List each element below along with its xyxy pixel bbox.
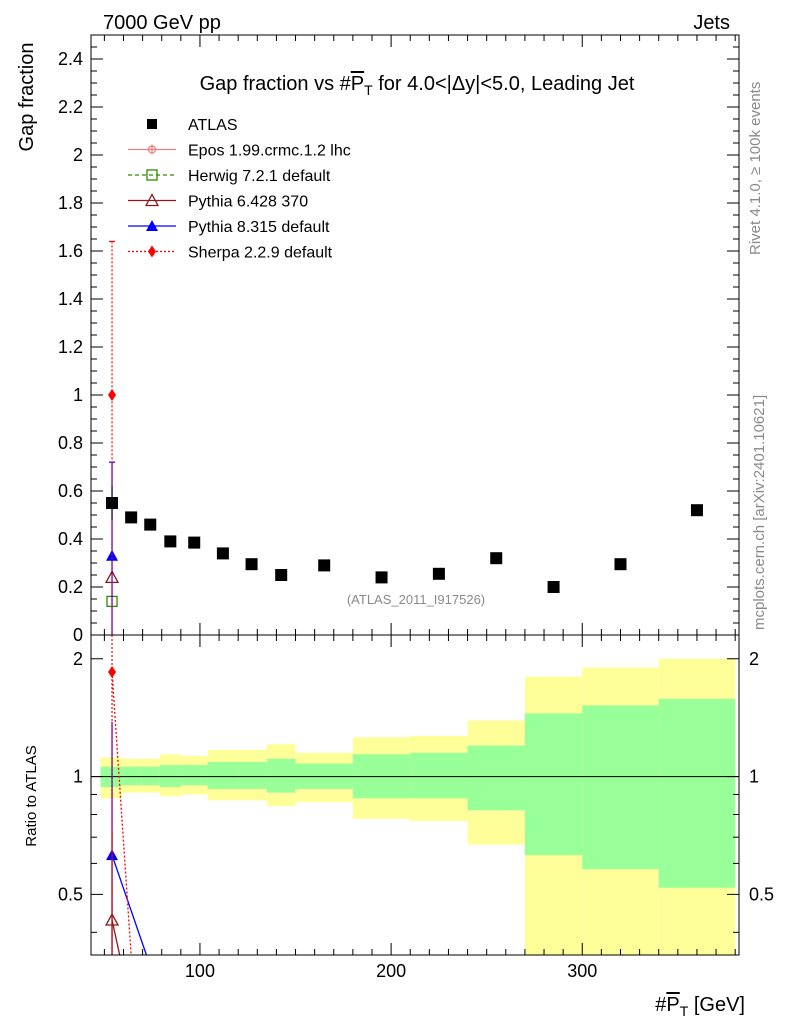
atlas-point-6	[245, 558, 258, 571]
main-ytick-label-7: 1.4	[58, 289, 83, 309]
title-pre: Gap fraction vs #	[200, 73, 352, 95]
legend-label-atlas: ATLAS	[188, 117, 238, 134]
sherpa-ratio-point-0	[108, 666, 117, 679]
atlas-point-14	[690, 504, 703, 517]
x-tick-label-2: 300	[567, 961, 597, 981]
ratio-band-green-4	[180, 765, 208, 786]
pythia8-ratio-line	[111, 854, 148, 955]
legend-marker-atlas	[147, 119, 157, 129]
ratio-data-layer	[91, 635, 739, 955]
atlas-point-1	[125, 511, 138, 524]
header-left: 7000 GeV pp	[103, 12, 221, 34]
atlas-point-13	[614, 558, 627, 571]
legend-marker-pythia6	[144, 193, 160, 207]
atlas-point-8	[318, 559, 331, 572]
atlas-point-7	[275, 569, 288, 581]
atlas-point-11	[490, 552, 503, 565]
atlas-point-4	[188, 536, 201, 549]
xlabel-post: [GeV]	[688, 994, 745, 1016]
mcplots-label: mcplots.cern.ch [arXiv:2401.10621]	[751, 395, 768, 630]
legend-label-epos: Epos 1.99.crmc.1.2 lhc	[188, 143, 351, 160]
main-ytick-label-2: 0.4	[58, 529, 83, 549]
pythia6-ratio-line	[111, 919, 121, 955]
pythia6-ratio-point-0	[104, 912, 120, 926]
legend: ATLAS Epos 1.99.crmc.1.2 lhc Herwig 7.2.1 …	[128, 117, 351, 262]
legend-marker-herwig	[146, 169, 158, 181]
sherpa-point-0	[108, 389, 117, 401]
legend-marker-sherpa	[148, 245, 156, 258]
main-ytick-label-3: 0.6	[58, 481, 83, 501]
main-ytick-label-8: 1.6	[58, 241, 83, 261]
ratio-ytick-label-left-2: 2	[73, 649, 83, 669]
atlas-point-3	[164, 535, 177, 548]
analysis-watermark: (ATLAS_2011_I917526)	[347, 592, 485, 607]
legend-marker-epos	[147, 144, 157, 155]
ratio-band-green-1	[121, 766, 141, 786]
main-ytick-label-5: 1	[73, 385, 83, 405]
ratio-band-green-13	[582, 705, 659, 870]
main-ytick-label-10: 2	[73, 145, 83, 165]
xlabel-t: T	[680, 1003, 689, 1019]
main-ytick-label-9: 1.8	[58, 193, 83, 213]
atlas-point-9	[375, 571, 388, 584]
ratio-band-green-5	[207, 761, 239, 789]
axes-layer: 0 0.2 0.4 0.6 0.8 1 1.2 1.4 1.6 1.8 2 2.2 2.4 100 200 3…	[58, 34, 774, 981]
legend-label-pythia6: Pythia 6.428 370	[188, 194, 308, 211]
title-t: T	[364, 82, 373, 98]
ratio-frame	[90, 634, 740, 956]
main-ytick-label-4: 0.8	[58, 433, 83, 453]
sherpa-ratio-line	[111, 671, 132, 955]
atlas-point-5	[216, 547, 229, 560]
main-ytick-label-6: 1.2	[58, 337, 83, 357]
x-axis-label: #PT [GeV]	[655, 994, 745, 1019]
main-ytick-label-1: 0.2	[58, 577, 83, 597]
ratio-band-green-2	[140, 766, 160, 786]
atlas-point-12	[547, 581, 560, 593]
legend-marker-pythia8	[146, 220, 158, 231]
ratio-band-green-10	[410, 752, 468, 799]
atlas-point-2	[144, 518, 157, 531]
ratio-band-green-12	[524, 713, 583, 856]
main-ytick-label-11: 2.2	[58, 97, 83, 117]
xlabel-p: P	[666, 994, 679, 1016]
rivet-label: Rivet 4.1.0, ≥ 100k events	[747, 82, 764, 255]
ratio-band-green-7	[266, 758, 296, 793]
ratio-band-green-11	[467, 745, 525, 811]
title-post: for 4.0<|Δy|<5.0, Leading Jet	[373, 73, 635, 95]
main-ytick-label-0: 0	[73, 625, 83, 645]
main-ytick-label-12: 2.4	[58, 49, 83, 69]
ratio-band-green-6	[238, 761, 267, 789]
ratio-band-green-14	[658, 698, 736, 888]
ratio-ytick-label-right-2: 2	[749, 649, 759, 669]
x-tick-label-0: 100	[185, 961, 215, 981]
plot-title: Gap fraction vs #PT for 4.0<|Δy|<5.0, Le…	[200, 73, 635, 98]
ratio-ylabel: Ratio to ATLAS	[23, 745, 40, 846]
x-tick-label-1: 200	[376, 961, 406, 981]
ratio-ytick-label-right-1: 1	[749, 767, 759, 787]
ratio-ytick-label-left-0: 0.5	[58, 884, 83, 904]
main-data-layer	[104, 240, 703, 635]
ratio-ytick-label-right-0: 0.5	[749, 884, 774, 904]
xlabel-pre: #	[655, 994, 667, 1016]
legend-label-pythia8: Pythia 8.315 default	[188, 219, 330, 236]
main-plot	[104, 240, 703, 635]
legend-label-sherpa: Sherpa 2.2.9 default	[188, 245, 333, 262]
legend-label-herwig: Herwig 7.2.1 default	[188, 168, 331, 185]
main-ylabel: Gap fraction	[16, 43, 38, 152]
header-right: Jets	[693, 12, 730, 34]
atlas-point-10	[432, 567, 445, 580]
ratio-ytick-label-left-1: 1	[73, 767, 83, 787]
title-p: P	[351, 73, 364, 95]
